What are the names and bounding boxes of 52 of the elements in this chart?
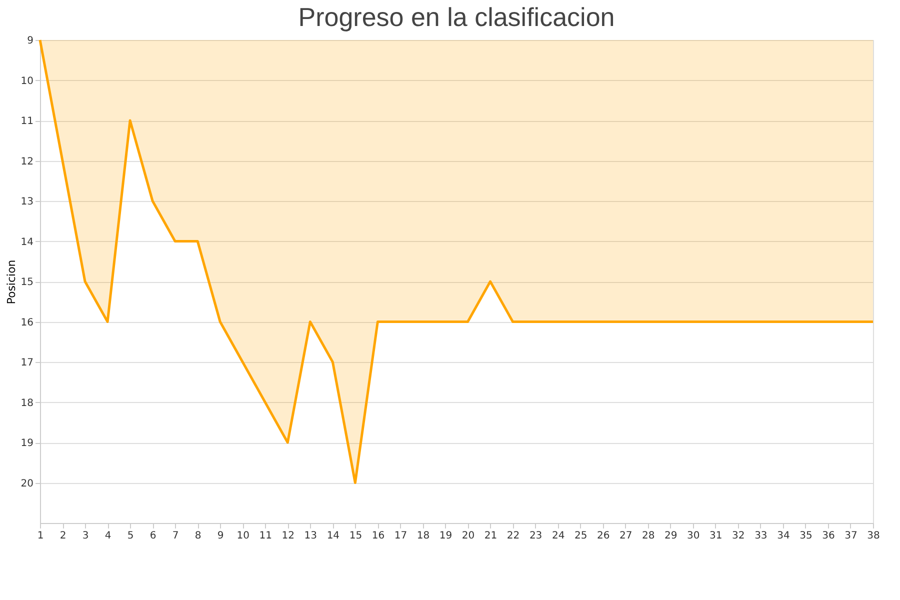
x-tick-label: 9 (217, 530, 224, 542)
x-tick-label: 13 (304, 530, 318, 542)
x-tick-label: 12 (282, 530, 295, 542)
y-tick-label: 9 (27, 36, 34, 46)
x-tick-label: 28 (642, 530, 655, 542)
x-tick-label: 26 (596, 530, 610, 542)
y-tick-label: 18 (20, 398, 34, 409)
x-tick-label: 8 (194, 530, 202, 542)
y-tick-label: 16 (20, 317, 34, 328)
x-tick-label: 22 (506, 530, 520, 542)
y-tick-label: 10 (20, 76, 34, 87)
x-tick-label: 23 (529, 530, 542, 542)
x-tick-label: 35 (800, 530, 812, 542)
x-tick-label: 5 (127, 530, 134, 542)
x-tick-label: 32 (732, 530, 745, 542)
x-tick-label: 6 (150, 530, 156, 542)
x-tick-label: 14 (326, 530, 340, 542)
chart-title: Progreso en la clasificacion (298, 2, 615, 32)
x-tick-label: 7 (172, 530, 179, 542)
x-tick-label: 34 (777, 530, 790, 542)
x-tick-label: 1 (37, 530, 44, 542)
x-tick-label: 30 (687, 530, 700, 542)
x-tick-label: 27 (619, 530, 632, 542)
x-tick-label: 38 (867, 530, 880, 542)
y-tick-label: 15 (20, 277, 34, 288)
y-tick-label: 13 (20, 196, 34, 208)
y-axis-title: Posicion (4, 260, 18, 304)
x-tick-label: 17 (394, 530, 408, 542)
x-tick-label: 15 (349, 530, 362, 542)
y-tick-label: 14 (20, 236, 34, 248)
x-tick-label: 19 (439, 530, 452, 542)
x-tick-label: 21 (484, 530, 498, 542)
x-tick-label: 36 (822, 530, 835, 542)
x-tick-label: 18 (416, 530, 430, 542)
y-tick-label: 11 (20, 116, 34, 127)
x-tick-label: 2 (60, 530, 66, 542)
x-tick-label: 4 (104, 530, 112, 542)
x-tick-label: 3 (82, 530, 89, 542)
x-tick-label: 37 (844, 530, 858, 542)
x-tick-label: 33 (754, 530, 768, 542)
x-tick-label: 25 (574, 530, 588, 542)
x-tick-label: 10 (236, 530, 250, 542)
x-tick-label: 16 (372, 530, 385, 542)
y-tick-label: 12 (20, 156, 34, 168)
x-tick-label: 20 (462, 530, 475, 542)
x-tick-label: 31 (710, 530, 722, 542)
y-tick-label: 19 (20, 438, 34, 449)
x-tick-label: 29 (664, 530, 678, 542)
y-tick-label: 20 (20, 478, 34, 490)
x-tick-label: 11 (259, 530, 272, 542)
x-tick-label: 24 (552, 530, 565, 542)
y-tick-label: 17 (20, 358, 34, 368)
